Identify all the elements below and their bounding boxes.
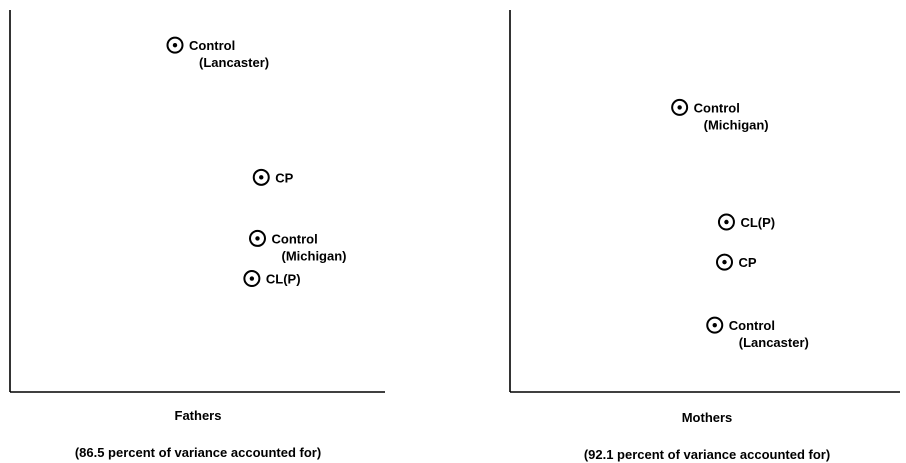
- points-fathers: Control (Lancaster) CP Control (Michigan) CL(…: [166, 36, 347, 288]
- point-label-mothers-3: Control: [729, 318, 775, 333]
- point-center-fathers-3: [249, 276, 255, 281]
- point-marker-mothers-3: [706, 316, 724, 334]
- point-marker-fathers-2: [249, 229, 266, 247]
- point-sublabel-mothers-0: (Michigan): [704, 117, 769, 132]
- point-center-fathers-2: [255, 236, 260, 241]
- chart-subtitle-mothers: (92.1 percent of variance accounted for): [584, 447, 830, 462]
- point-marker-mothers-1: [717, 213, 735, 231]
- point-center-mothers-0: [677, 105, 682, 110]
- point-label-fathers-3: CL(P): [266, 272, 301, 287]
- chart-mothers: Control (Michigan) CL(P) CP Control (Lancaste…: [509, 10, 900, 462]
- point-label-mothers-0: Control: [694, 100, 740, 115]
- point-label-mothers-2: CP: [739, 255, 757, 270]
- point-marker-fathers-0: [166, 36, 184, 54]
- point-sublabel-fathers-0: (Lancaster): [199, 55, 269, 70]
- point-center-fathers-1: [259, 175, 264, 180]
- chart-title-mothers: Mothers: [682, 410, 733, 425]
- chart-title-fathers: Fathers: [175, 408, 222, 423]
- point-marker-fathers-3: [243, 270, 261, 288]
- chart-subtitle-fathers: (86.5 percent of variance accounted for): [75, 445, 321, 460]
- chart-fathers: Control (Lancaster) CP Control (Michigan) CL(…: [9, 10, 385, 460]
- point-marker-mothers-2: [716, 253, 733, 271]
- point-center-mothers-2: [722, 259, 727, 265]
- point-marker-mothers-0: [671, 98, 689, 116]
- point-label-fathers-1: CP: [275, 170, 293, 185]
- point-marker-fathers-1: [252, 168, 270, 186]
- point-label-fathers-0: Control: [189, 38, 235, 53]
- point-sublabel-fathers-2: (Michigan): [282, 248, 347, 263]
- point-label-mothers-1: CL(P): [740, 215, 775, 230]
- point-sublabel-mothers-3: (Lancaster): [739, 335, 809, 350]
- points-mothers: Control (Michigan) CL(P) CP Control (Lancaste…: [671, 98, 809, 350]
- point-center-mothers-3: [712, 322, 717, 328]
- point-label-fathers-2: Control: [272, 231, 318, 246]
- point-center-mothers-1: [724, 219, 729, 225]
- point-center-fathers-0: [172, 42, 178, 48]
